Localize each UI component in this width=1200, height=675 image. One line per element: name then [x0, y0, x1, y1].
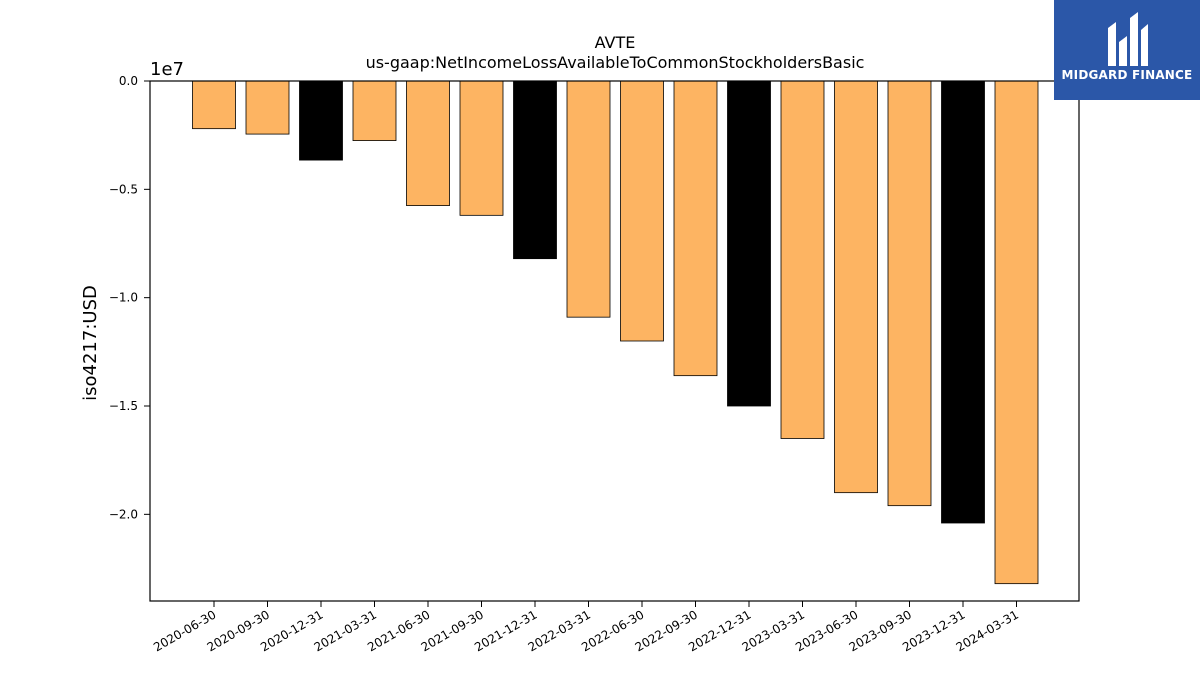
chart-subtitle: us-gaap:NetIncomeLossAvailableToCommonSt…	[366, 53, 865, 72]
bar-2022-03-31	[566, 80, 611, 318]
plot-frame	[149, 80, 1080, 602]
bar-2024-03-31	[994, 80, 1039, 585]
y-tick-label: −1.0	[109, 291, 138, 305]
bar-2020-09-30	[245, 80, 290, 135]
y-scale-label: 1e7	[150, 59, 184, 80]
midgard-logo-icon	[1108, 12, 1148, 66]
y-tick-label: −0.5	[109, 182, 138, 196]
y-tick-label: 0.0	[119, 74, 138, 88]
bar-2023-06-30	[834, 80, 878, 494]
chart-title: AVTE	[595, 33, 636, 52]
bar-2020-06-30	[192, 80, 236, 130]
bar-2020-12-31	[299, 80, 343, 161]
y-tick-label: −1.5	[109, 399, 138, 413]
bar-2022-09-30	[673, 80, 718, 377]
bar-2023-12-31	[941, 80, 985, 524]
y-tick-label: −2.0	[109, 507, 138, 521]
y-axis-ticks: 0.0 −0.5 −1.0 −1.5 −2.0	[109, 74, 150, 521]
bar-2021-09-30	[459, 80, 504, 216]
midgard-finance-logo: MIDGARD FINANCE	[1054, 0, 1200, 100]
y-axis-label: iso4217:USD	[80, 285, 101, 401]
bar-2021-06-30	[406, 80, 450, 206]
bar-2023-09-30	[887, 80, 932, 507]
logo-text: MIDGARD FINANCE	[1061, 68, 1193, 82]
bar-2021-03-31	[352, 80, 397, 141]
x-axis-ticks: 2020-06-302020-09-302020-12-312021-03-31…	[151, 601, 1021, 654]
bar-2021-12-31	[513, 80, 557, 260]
bar-2023-03-31	[780, 80, 825, 439]
bar-2022-06-30	[620, 80, 664, 342]
bar-2022-12-31	[727, 80, 771, 407]
bars-group	[192, 80, 1039, 585]
